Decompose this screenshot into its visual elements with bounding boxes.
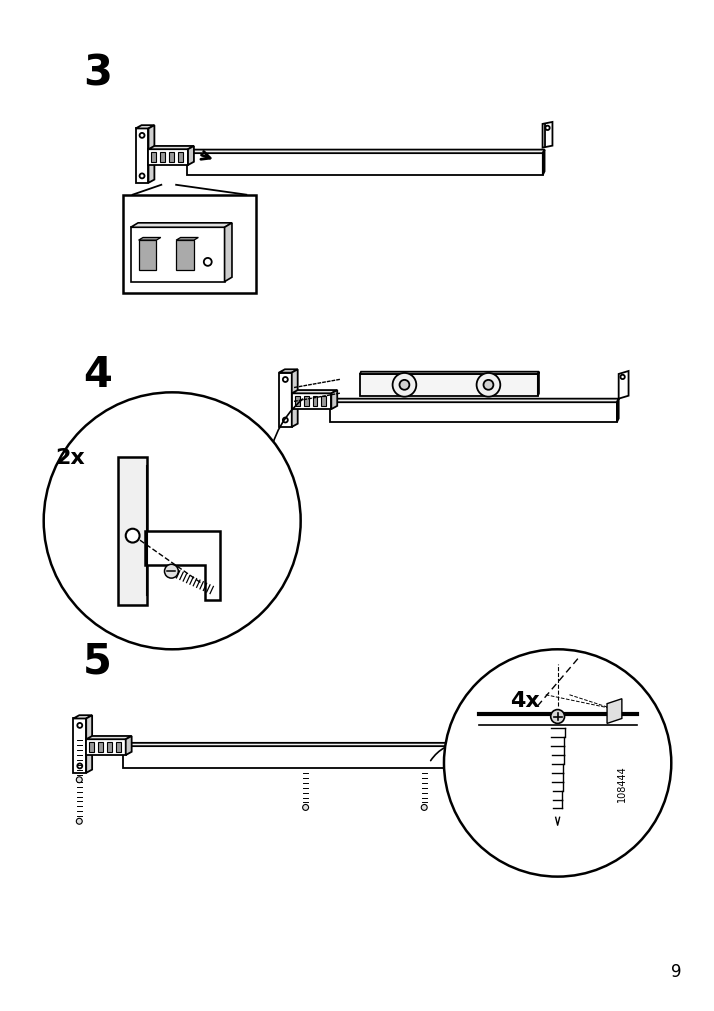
Polygon shape — [292, 394, 331, 409]
Polygon shape — [86, 716, 92, 773]
Circle shape — [550, 710, 565, 724]
FancyArrowPatch shape — [268, 399, 303, 479]
Circle shape — [444, 650, 671, 877]
Circle shape — [421, 805, 427, 811]
Polygon shape — [176, 241, 194, 271]
Polygon shape — [538, 372, 539, 396]
Polygon shape — [607, 699, 622, 724]
Polygon shape — [74, 719, 86, 773]
Polygon shape — [331, 399, 618, 402]
Circle shape — [126, 529, 139, 543]
Circle shape — [164, 565, 178, 578]
Circle shape — [400, 380, 409, 390]
Circle shape — [76, 777, 82, 783]
Polygon shape — [123, 746, 503, 768]
Polygon shape — [126, 736, 131, 755]
Polygon shape — [89, 742, 94, 752]
Polygon shape — [151, 153, 156, 163]
Polygon shape — [139, 239, 161, 241]
Polygon shape — [131, 223, 232, 228]
Polygon shape — [321, 397, 326, 406]
Polygon shape — [149, 147, 194, 150]
Polygon shape — [178, 153, 183, 163]
Polygon shape — [161, 153, 165, 163]
Polygon shape — [149, 126, 154, 184]
Circle shape — [476, 374, 501, 397]
Polygon shape — [118, 457, 148, 606]
Circle shape — [393, 374, 416, 397]
Polygon shape — [116, 742, 121, 752]
Polygon shape — [139, 241, 156, 271]
Polygon shape — [543, 122, 553, 149]
Text: 3: 3 — [84, 53, 112, 94]
Polygon shape — [86, 739, 126, 755]
Polygon shape — [279, 373, 292, 428]
Text: 2x: 2x — [56, 447, 85, 467]
Polygon shape — [543, 151, 545, 176]
Polygon shape — [617, 399, 618, 423]
Polygon shape — [331, 390, 337, 409]
Polygon shape — [279, 370, 298, 373]
Polygon shape — [149, 150, 188, 166]
Polygon shape — [136, 129, 149, 184]
Text: 108444: 108444 — [617, 764, 627, 802]
Polygon shape — [146, 531, 220, 601]
Polygon shape — [225, 223, 232, 282]
Polygon shape — [176, 239, 198, 241]
Polygon shape — [303, 397, 308, 406]
Circle shape — [76, 819, 82, 824]
FancyArrowPatch shape — [431, 743, 464, 761]
Polygon shape — [360, 372, 539, 375]
Circle shape — [44, 393, 301, 650]
Polygon shape — [86, 736, 131, 739]
Text: 4x: 4x — [511, 691, 540, 711]
Polygon shape — [131, 228, 225, 282]
Polygon shape — [169, 153, 174, 163]
Polygon shape — [331, 402, 617, 423]
Polygon shape — [292, 390, 337, 394]
Polygon shape — [188, 147, 194, 166]
Polygon shape — [187, 154, 543, 176]
Text: 9: 9 — [671, 962, 681, 981]
Polygon shape — [187, 151, 545, 154]
Polygon shape — [123, 743, 505, 746]
Text: 5: 5 — [84, 640, 112, 681]
Polygon shape — [74, 716, 92, 719]
Polygon shape — [123, 195, 256, 294]
Polygon shape — [292, 370, 298, 428]
Polygon shape — [503, 716, 515, 743]
Polygon shape — [313, 397, 318, 406]
Polygon shape — [107, 742, 112, 752]
Polygon shape — [136, 126, 154, 129]
Polygon shape — [503, 743, 505, 768]
Polygon shape — [360, 375, 538, 396]
Polygon shape — [618, 372, 628, 399]
Text: 4: 4 — [84, 354, 112, 395]
Circle shape — [303, 805, 308, 811]
Polygon shape — [98, 742, 103, 752]
Polygon shape — [295, 397, 300, 406]
Circle shape — [483, 380, 493, 390]
